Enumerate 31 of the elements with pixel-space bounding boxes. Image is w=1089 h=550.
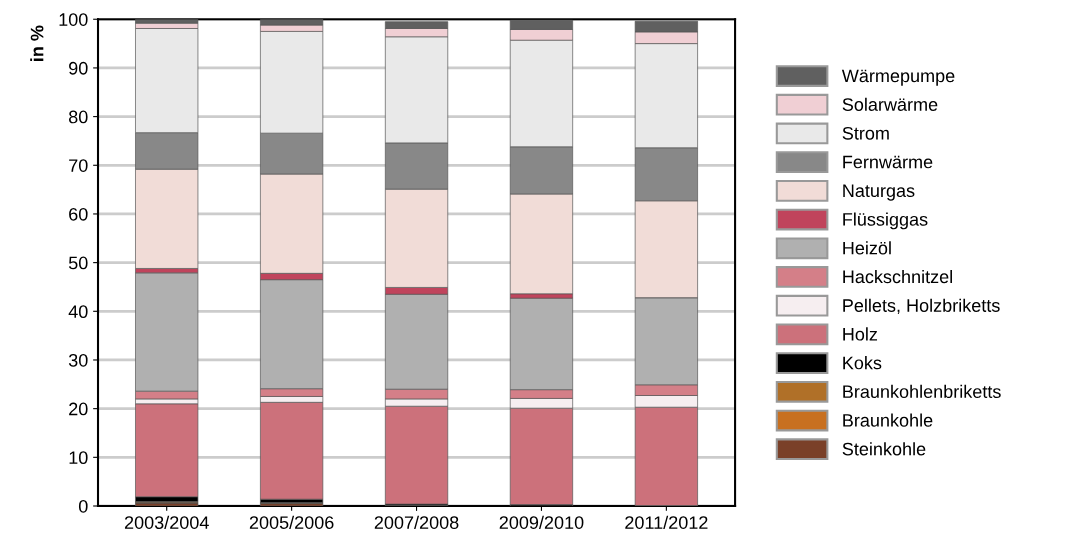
legend-label: Strom [842, 126, 889, 140]
x-tick-label: 2011/2012 [625, 515, 708, 529]
y-tick-label: 30 [68, 353, 88, 367]
y-tick-label: 50 [68, 256, 88, 270]
legend-label: Steinkohle [842, 442, 926, 456]
y-tick-label: 20 [69, 402, 88, 416]
y-tick-label: 100 [59, 13, 88, 26]
y-axis-title: in % [30, 25, 44, 61]
legend-label: Braunkohle [843, 413, 933, 427]
x-tick-label: 2009/2010 [499, 515, 584, 529]
legend-label: Fernwärme [843, 155, 933, 169]
y-tick-label: 70 [69, 159, 88, 172]
x-tick-label: 2005/2006 [249, 515, 334, 529]
x-tick-label: 2003/2004 [124, 515, 209, 529]
y-tick-label: 0 [78, 499, 88, 513]
legend-label: Wärmepumpe [841, 69, 955, 86]
y-tick-label: 90 [69, 61, 88, 75]
y-tick-label: 40 [68, 305, 88, 319]
legend-label: Flüssiggas [843, 212, 928, 230]
y-tick-label: 80 [68, 110, 88, 124]
y-tick-label: 10 [69, 451, 88, 465]
legend-label: Naturgas [843, 184, 915, 201]
legend-label: Solarwärme [842, 97, 938, 111]
legend-label: Heizöl [843, 241, 891, 255]
x-tick-label: 2007/2008 [374, 515, 459, 529]
legend-label: Holz [843, 327, 878, 341]
legend-label: Koks [843, 356, 882, 370]
legend-label: Braunkohlenbriketts [843, 384, 1001, 399]
legend-label: Pellets, Holzbriketts [843, 298, 1000, 315]
y-tick-label: 60 [69, 207, 88, 221]
legend-label: Hackschnitzel [843, 269, 952, 284]
